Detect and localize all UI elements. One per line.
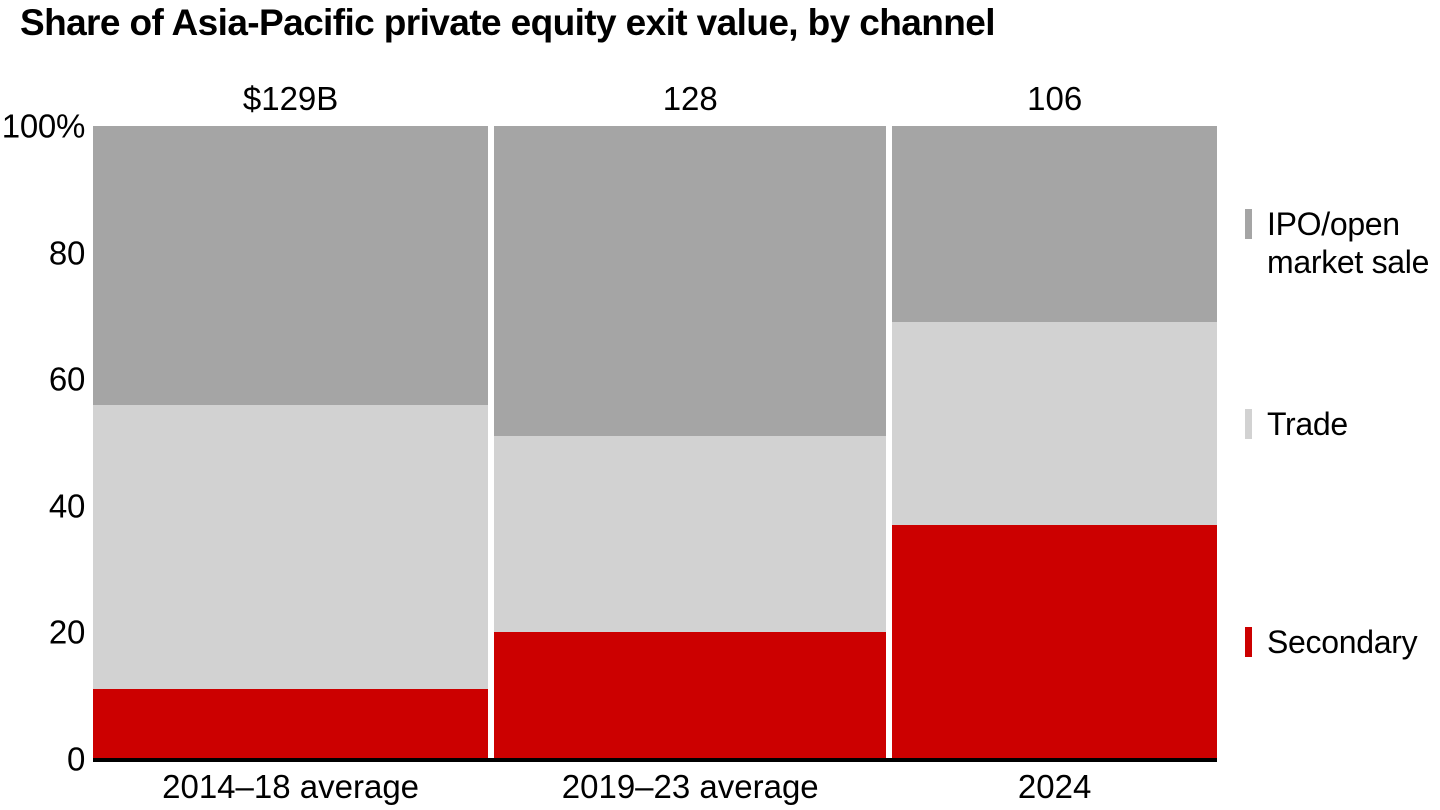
segment-secondary-bar3 xyxy=(892,524,1217,759)
bar-total-label-1: $129B xyxy=(242,80,339,117)
legend-item-secondary: Secondary xyxy=(1245,623,1440,661)
segment-ipo-bar2 xyxy=(494,126,887,437)
legend-swatch-icon xyxy=(1245,209,1252,240)
segment-ipo-bar1 xyxy=(93,126,489,405)
bar-total-label-2: 128 xyxy=(662,80,718,117)
x-category-label-3: 2024 xyxy=(1017,768,1092,805)
legend-label: IPO/open market sale xyxy=(1267,206,1430,281)
x-category-label-2: 2019–23 average xyxy=(561,768,819,805)
segment-secondary-bar1 xyxy=(93,689,489,759)
plot-area xyxy=(93,126,1217,759)
y-tick-label-60: 60 xyxy=(48,360,85,398)
bar-1 xyxy=(93,126,489,759)
y-tick-label-80: 80 xyxy=(48,234,85,272)
segment-trade-bar2 xyxy=(494,436,887,633)
x-category-label-1: 2014–18 average xyxy=(162,768,420,805)
segment-trade-bar3 xyxy=(892,322,1217,525)
bar-totals-row: $129B 128 106 xyxy=(93,80,1217,118)
legend-label: Secondary xyxy=(1267,623,1418,660)
legend-swatch-icon xyxy=(1245,408,1252,439)
chart-title: Share of Asia-Pacific private equity exi… xyxy=(20,2,996,43)
x-axis-line xyxy=(93,758,1217,762)
legend-item-ipo: IPO/open market sale xyxy=(1245,205,1440,281)
legend-item-trade: Trade xyxy=(1245,405,1440,443)
bar-total-label-3: 106 xyxy=(1027,80,1083,117)
bar-3 xyxy=(892,126,1217,759)
segment-ipo-bar3 xyxy=(892,126,1217,323)
legend-label: Trade xyxy=(1267,405,1348,442)
y-tick-label-0: 0 xyxy=(66,740,85,778)
bar-2 xyxy=(494,126,887,759)
x-labels-row: 2014–18 average 2019–23 average 2024 xyxy=(93,768,1217,806)
y-tick-label-20: 20 xyxy=(48,613,85,651)
legend-swatch-icon xyxy=(1245,626,1252,657)
segment-secondary-bar2 xyxy=(494,632,887,759)
segment-trade-bar1 xyxy=(93,404,489,690)
y-tick-label-100: 100% xyxy=(1,107,86,145)
y-tick-label-40: 40 xyxy=(48,487,85,525)
